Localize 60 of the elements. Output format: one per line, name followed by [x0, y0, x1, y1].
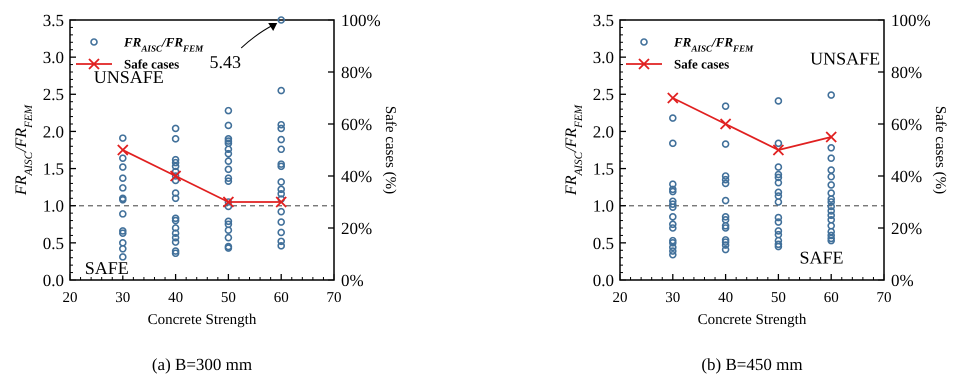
y2-tick-label: 40% — [341, 166, 372, 186]
x-axis-title: Concrete Strength — [698, 312, 807, 328]
y-tick-label: 2.0 — [42, 122, 64, 142]
x-tick-label: 60 — [274, 290, 289, 306]
y2-tick-label: 100% — [341, 10, 381, 30]
y-tick-label: 0.0 — [592, 270, 614, 290]
x-tick-label: 30 — [665, 290, 680, 306]
y2-tick-label: 40% — [891, 166, 922, 186]
y-tick-label: 2.0 — [592, 122, 614, 142]
x-tick-label: 40 — [718, 290, 734, 306]
point — [772, 144, 784, 156]
y-tick-label: 0.5 — [42, 234, 64, 253]
y-tick-label: 1.5 — [42, 160, 64, 179]
y-tick-label: 3.0 — [592, 48, 614, 68]
text: (a) B=300 mm — [152, 355, 252, 374]
y-tick-label: 2.5 — [592, 85, 614, 104]
y-tick-label: 0.5 — [592, 234, 614, 253]
y-tick-label: 2.5 — [42, 85, 64, 104]
x-tick-label: 40 — [168, 290, 184, 306]
x-tick-label: 70 — [326, 290, 342, 306]
annotation: SAFE — [800, 248, 844, 268]
y2-tick-label: 60% — [891, 114, 922, 134]
x-tick-label: 50 — [770, 290, 786, 306]
annotation: 5.43 — [209, 52, 241, 72]
y2-tick-label: 0% — [341, 270, 364, 290]
y2-tick-label: 80% — [341, 62, 372, 82]
legend-label: FR$_{AISC}$/FR$_{FEM}$ — [123, 34, 204, 54]
point — [825, 131, 838, 143]
x-tick-label: 70 — [876, 290, 892, 306]
annotation: SAFE — [84, 258, 129, 278]
annotation: UNSAFE — [810, 48, 880, 69]
x-tick-label: 20 — [62, 290, 78, 306]
y-tick-label: 3.5 — [42, 10, 64, 30]
legend-label: Safe cases — [674, 56, 730, 72]
y2-axis-title: Safe cases (%) — [932, 106, 948, 194]
y2-tick-label: 0% — [891, 270, 914, 290]
y-tick-label: 3.5 — [592, 10, 614, 30]
y2-tick-label: 20% — [891, 218, 922, 238]
y-tick-label: 1.5 — [592, 160, 614, 179]
y-tick-label: 0.0 — [42, 270, 64, 290]
y2-tick-label: 60% — [341, 114, 372, 134]
y2-axis-title: Safe cases (%) — [382, 106, 398, 194]
point — [666, 92, 679, 104]
legend-label: FR$_{AISC}$/FR$_{FEM}$ — [673, 34, 754, 54]
x-tick-label: 50 — [220, 290, 236, 306]
point — [720, 118, 732, 130]
y-tick-label: 1.0 — [42, 196, 64, 216]
point — [116, 144, 129, 156]
y-tick-label: 3.0 — [42, 48, 64, 68]
x-tick-label: 60 — [824, 290, 839, 306]
y2-tick-label: 80% — [891, 62, 922, 82]
point — [275, 196, 288, 208]
y2-tick-label: 100% — [891, 10, 931, 30]
y-tick-label: 1.0 — [592, 196, 614, 216]
x-tick-label: 30 — [115, 290, 130, 306]
y2-tick-label: 20% — [341, 218, 372, 238]
x-tick-label: 20 — [612, 290, 628, 306]
x-axis-title: Concrete Strength — [148, 312, 257, 328]
legend-label: Safe cases — [124, 56, 180, 72]
text: (b) B=450 mm — [701, 355, 803, 374]
